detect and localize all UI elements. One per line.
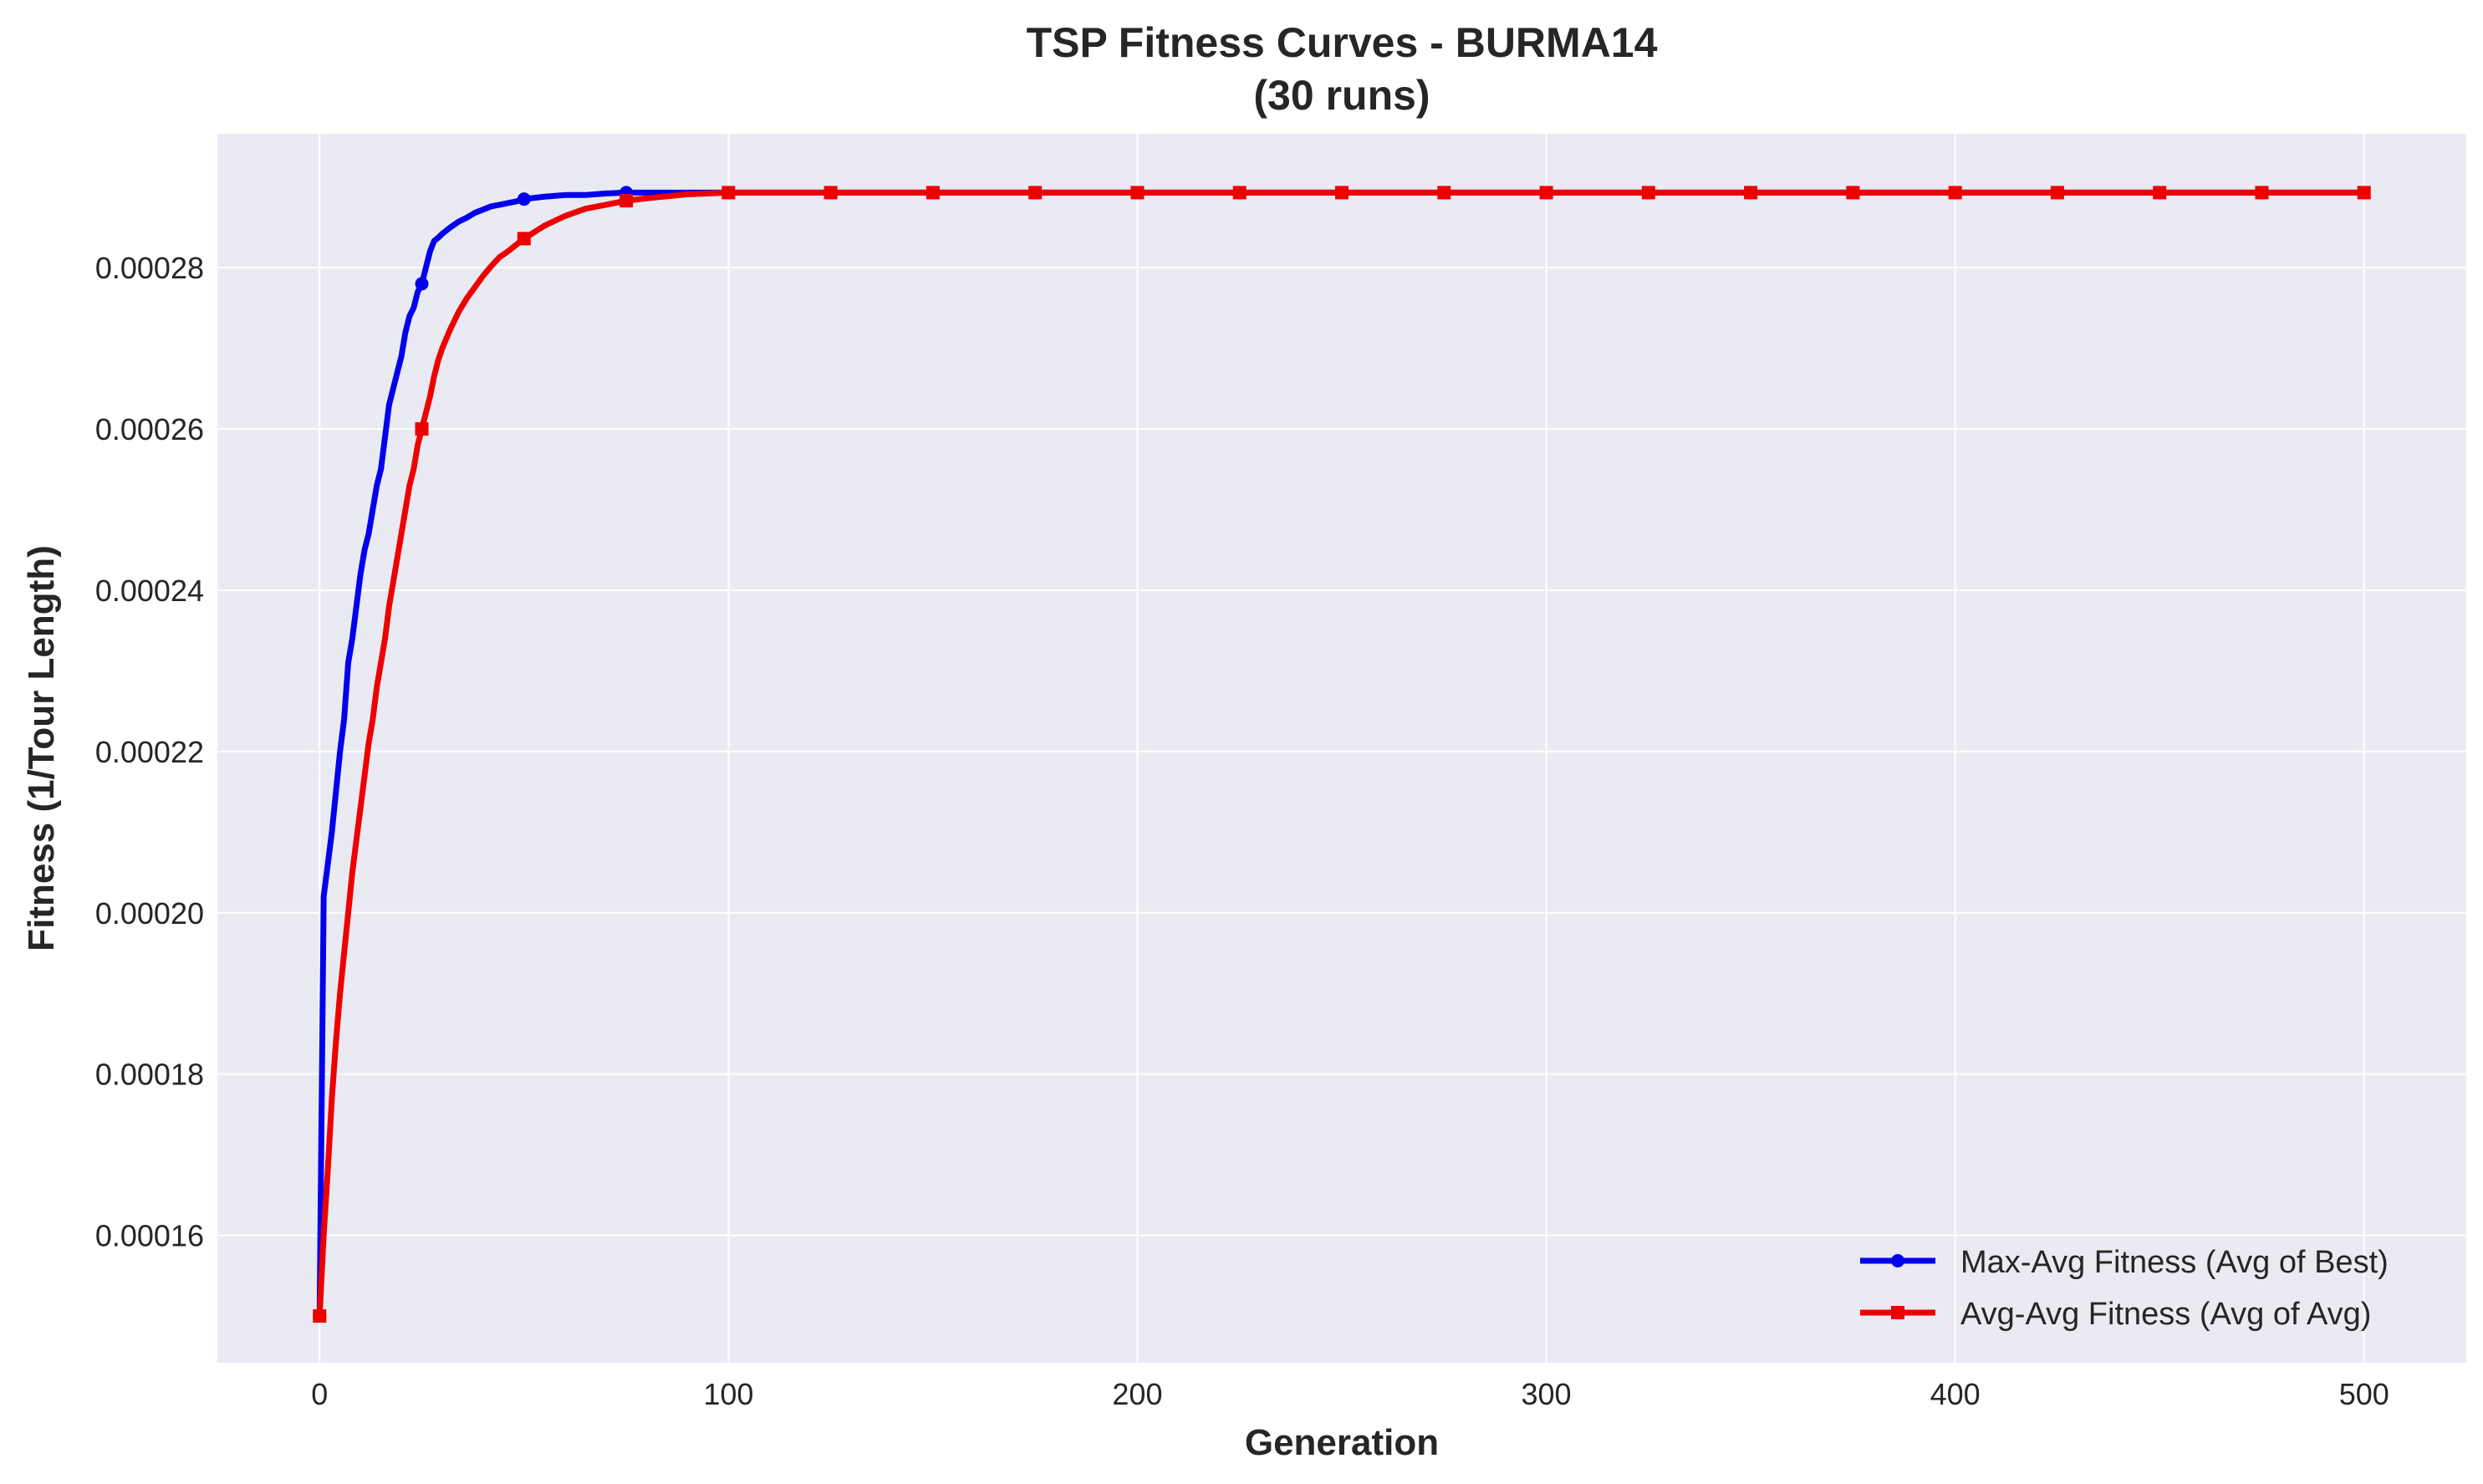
data-point-marker [619,194,634,208]
chart-title: TSP Fitness Curves - BURMA14 [1027,19,1658,66]
y-axis-label: Fitness (1/Tour Length) [21,545,62,951]
legend-label-max-avg: Max-Avg Fitness (Avg of Best) [1960,1245,2389,1280]
y-tick-label: 0.00022 [95,735,204,769]
x-tick-label: 500 [2339,1377,2389,1411]
series-line-1 [316,189,2368,1319]
data-point-marker [1335,186,1349,200]
series-lines [316,189,2368,1319]
data-point-marker [1028,186,1043,200]
data-point-marker [1539,186,1553,200]
data-point-marker [1641,186,1655,200]
data-point-marker [517,232,531,246]
data-point-marker [721,186,736,200]
x-tick-label: 0 [311,1377,328,1411]
data-point-marker [313,1309,327,1323]
legend-marker-max-avg [1891,1254,1904,1267]
data-point-marker [2153,186,2167,200]
y-tick-label: 0.00016 [95,1219,204,1253]
x-tick-label: 300 [1522,1377,1572,1411]
y-tick-label: 0.00024 [95,574,204,608]
data-point-marker [415,422,429,436]
chart-subtitle: (30 runs) [1253,72,1430,119]
data-point-marker [2050,186,2064,200]
series-markers [313,186,2371,1323]
legend: Max-Avg Fitness (Avg of Best) Avg-Avg Fi… [1860,1245,2389,1332]
y-tick-label: 0.00018 [95,1058,204,1092]
data-point-marker [1232,186,1247,200]
data-point-marker [1130,186,1145,200]
data-point-marker [1744,186,1758,200]
data-point-marker [1948,186,1962,200]
x-tick-labels: 0 100 200 300 400 500 [311,1377,2389,1411]
data-point-marker [415,277,429,291]
data-point-marker [2357,186,2371,200]
grid-lines [217,134,2466,1363]
x-tick-label: 200 [1112,1377,1162,1411]
data-point-marker [1437,186,1451,200]
x-tick-label: 100 [703,1377,753,1411]
data-point-marker [2255,186,2269,200]
data-point-marker [517,192,531,207]
data-point-marker [925,186,940,200]
plot-area-background [217,134,2466,1363]
y-tick-label: 0.00020 [95,896,204,931]
legend-label-avg-avg: Avg-Avg Fitness (Avg of Avg) [1960,1297,2371,1332]
y-tick-label: 0.00026 [95,412,204,446]
x-axis-label: Generation [1245,1422,1439,1463]
legend-marker-avg-avg [1891,1306,1904,1319]
data-point-marker [1846,186,1860,200]
data-point-marker [823,186,838,200]
y-tick-label: 0.00028 [95,251,204,285]
y-tick-labels: 0.00016 0.00018 0.00020 0.00022 0.00024 0.000… [95,251,204,1252]
x-tick-label: 400 [1930,1377,1981,1411]
